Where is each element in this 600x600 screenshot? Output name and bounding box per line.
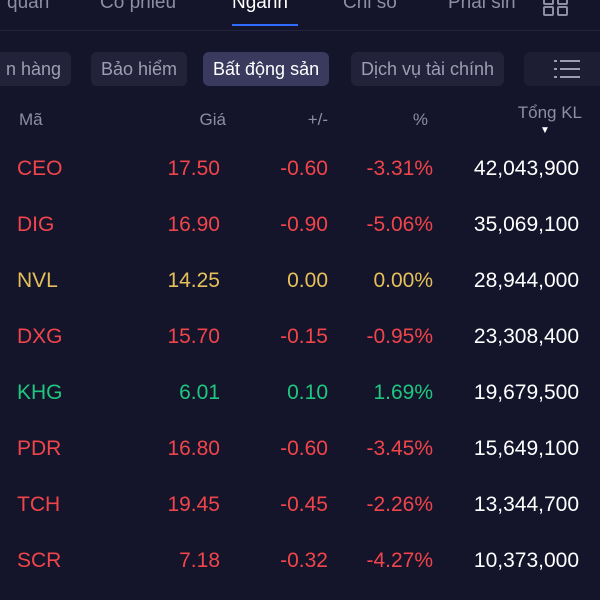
change-cell: 0.10: [287, 381, 328, 404]
top-tab-bar: quan Cổ phiếu Ngành Chỉ số Phái sin: [0, 0, 600, 30]
chip-real-estate[interactable]: Bất động sản: [203, 52, 330, 86]
symbol-cell: TCH: [17, 493, 61, 516]
header-change[interactable]: +/-: [307, 110, 328, 129]
symbol-cell: KHG: [17, 381, 63, 404]
symbol-cell: NVL: [17, 269, 58, 292]
header-price[interactable]: Giá: [199, 110, 226, 129]
change-cell: -0.15: [280, 325, 328, 348]
percent-cell: -5.06%: [366, 213, 433, 236]
percent-cell: -4.27%: [366, 549, 433, 572]
symbol-cell: DIG: [17, 213, 55, 236]
chip-banking[interactable]: n hàng: [0, 52, 72, 86]
active-tab-indicator: [232, 24, 298, 26]
grid-icon[interactable]: [541, 0, 571, 16]
table-row[interactable]: SCR 7.18 -0.32 -4.27% 10,373,000: [0, 535, 600, 591]
tab-stocks[interactable]: Cổ phiếu: [100, 0, 177, 13]
symbol-cell: SCR: [17, 549, 62, 572]
percent-cell: -3.45%: [366, 437, 433, 460]
tab-derivatives[interactable]: Phái sin: [448, 0, 516, 13]
table-row[interactable]: NVL 14.25 0.00 0.00% 28,944,000: [0, 255, 600, 311]
percent-cell: -0.95%: [366, 325, 433, 348]
change-cell: -0.60: [280, 437, 328, 460]
price-cell: 15.70: [167, 325, 220, 348]
volume-cell: 42,043,900: [473, 157, 579, 180]
chip-financial-services[interactable]: Dịch vụ tài chính: [351, 52, 505, 86]
price-cell: 19.45: [167, 493, 220, 516]
sector-menu-button[interactable]: [524, 52, 600, 86]
table-row[interactable]: DXG 15.70 -0.15 -0.95% 23,308,400: [0, 311, 600, 367]
price-cell: 7.18: [179, 549, 220, 572]
stock-table: CEO 17.50 -0.60 -3.31% 42,043,900 DIG 16.90 -0.…: [0, 143, 600, 591]
change-cell: -0.45: [280, 493, 328, 516]
symbol-cell: CEO: [17, 157, 63, 180]
sort-desc-icon: ▼: [540, 125, 550, 136]
price-cell: 6.01: [179, 381, 220, 404]
table-row[interactable]: KHG 6.01 0.10 1.69% 19,679,500: [0, 367, 600, 423]
percent-cell: 0.00%: [373, 269, 433, 292]
volume-cell: 10,373,000: [473, 549, 579, 572]
price-cell: 16.80: [167, 437, 220, 460]
divider: [0, 30, 600, 31]
symbol-cell: PDR: [17, 437, 62, 460]
symbol-cell: DXG: [17, 325, 63, 348]
change-cell: 0.00: [287, 269, 328, 292]
table-row[interactable]: DIG 16.90 -0.90 -5.06% 35,069,100: [0, 199, 600, 255]
sector-chip-bar: n hàng Bảo hiểm Bất động sản Dịch vụ tài…: [0, 52, 600, 88]
tab-sectors[interactable]: Ngành: [232, 0, 288, 13]
chip-insurance[interactable]: Bảo hiểm: [91, 52, 188, 86]
change-cell: -0.32: [280, 549, 328, 572]
header-volume[interactable]: Tổng KL: [517, 103, 582, 122]
price-cell: 17.50: [167, 157, 220, 180]
price-cell: 16.90: [167, 213, 220, 236]
change-cell: -0.60: [280, 157, 328, 180]
tab-indices[interactable]: Chỉ số: [343, 0, 397, 13]
percent-cell: -3.31%: [366, 157, 433, 180]
tab-overview[interactable]: quan: [7, 0, 50, 13]
percent-cell: 1.69%: [373, 381, 433, 404]
volume-cell: 23,308,400: [473, 325, 579, 348]
volume-cell: 13,344,700: [473, 493, 579, 516]
change-cell: -0.90: [280, 213, 328, 236]
volume-cell: 28,944,000: [473, 269, 579, 292]
price-cell: 14.25: [167, 269, 220, 292]
table-row[interactable]: PDR 16.80 -0.60 -3.45% 15,649,100: [0, 423, 600, 479]
volume-cell: 15,649,100: [473, 437, 579, 460]
list-menu-icon: [554, 60, 580, 78]
volume-cell: 19,679,500: [473, 381, 579, 404]
percent-cell: -2.26%: [366, 493, 433, 516]
table-row[interactable]: CEO 17.50 -0.60 -3.31% 42,043,900: [0, 143, 600, 199]
volume-cell: 35,069,100: [473, 213, 579, 236]
header-symbol[interactable]: Mã: [19, 110, 43, 129]
table-row[interactable]: TCH 19.45 -0.45 -2.26% 13,344,700: [0, 479, 600, 535]
header-percent[interactable]: %: [412, 110, 428, 129]
